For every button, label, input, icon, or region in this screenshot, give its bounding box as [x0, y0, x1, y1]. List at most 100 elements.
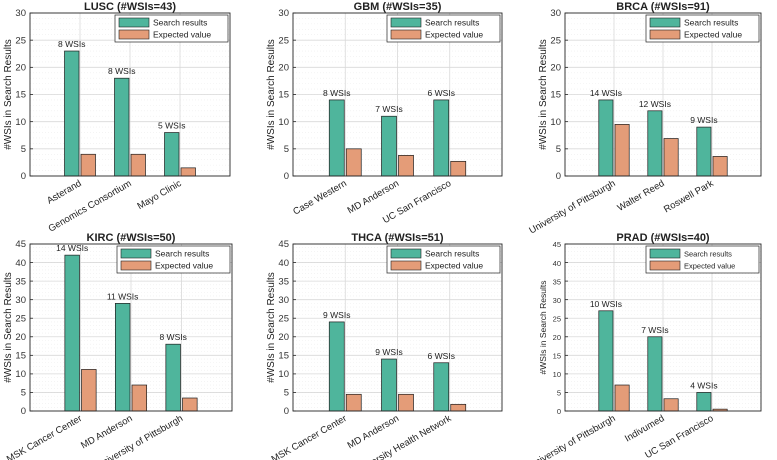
x-category-label: Indivumed: [623, 413, 666, 444]
chart-title: LUSC (#WSIs=43): [84, 1, 176, 13]
chart-title: PRAD (#WSIs=40): [616, 232, 710, 244]
y-tick-label: 35: [553, 277, 561, 286]
legend: Search results Expected value: [645, 245, 760, 274]
bar-search-results-3: [165, 343, 181, 412]
y-tick-label: 5: [21, 144, 26, 155]
legend-label: Search results: [425, 18, 479, 28]
y-tick-label: 45: [553, 240, 561, 249]
legend-label: Expected value: [425, 30, 483, 40]
legend: Search results Expected value: [114, 14, 229, 43]
axes-frame: [564, 12, 762, 177]
axes-frame: [29, 12, 231, 177]
y-tick-label: 25: [15, 35, 26, 46]
y-tick-label: 10: [278, 117, 289, 128]
y-tick-label: 25: [278, 35, 289, 46]
y-tick-label: 45: [278, 239, 289, 250]
bar-search-results-3: [433, 362, 450, 412]
y-tick-label: 30: [278, 295, 289, 306]
bar-expected-value-1: [81, 369, 97, 412]
axes-frame: [292, 243, 503, 412]
data-label: 9 WSIs: [323, 310, 350, 320]
y-tick-label: 20: [15, 332, 26, 343]
y-tick-label: 0: [284, 171, 289, 182]
y-axis-label: #WSIs in Search Results: [538, 39, 549, 150]
y-tick-label: 30: [278, 8, 289, 19]
legend: Search results Expected value: [116, 245, 231, 274]
bar-search-results-1: [64, 50, 80, 177]
y-tick-label: 45: [15, 239, 26, 250]
y-tick-label: 0: [21, 171, 26, 182]
legend-swatch: [118, 29, 150, 40]
bar-expected-value-2: [131, 384, 147, 412]
y-tick-label: 20: [550, 63, 561, 74]
bar-expected-value-2: [398, 393, 414, 412]
y-tick-label: 15: [550, 90, 561, 101]
y-tick-label: 5: [557, 389, 561, 398]
chart-panel-4: 0 5 10 15 20 25 30 35 40 45 14 WSIs MSK Cancer Cent…: [3, 232, 233, 460]
bar-expected-value-3: [182, 397, 198, 412]
bar-expected-value-2: [663, 138, 679, 177]
bar-search-results-3: [696, 392, 712, 412]
bar-search-results-2: [114, 77, 130, 177]
bar-search-results-1: [328, 99, 345, 177]
legend-label: Search results: [684, 250, 732, 259]
y-tick-label: 15: [278, 351, 289, 362]
y-tick-label: 0: [284, 406, 289, 417]
legend-label: Search results: [425, 249, 479, 259]
x-category-label: MSK Cancer Center: [5, 413, 84, 460]
x-category-label: Asterand: [45, 178, 83, 207]
legend-swatch: [118, 17, 150, 28]
y-tick-label: 10: [278, 369, 289, 380]
x-category-label: Genomics Consortium: [47, 178, 134, 235]
x-category-label: Roswell Park: [662, 178, 716, 215]
x-category-label: MSK Cancer Center: [270, 413, 349, 460]
bar-search-results-1: [64, 254, 80, 412]
bar-expected-value-3: [712, 156, 728, 177]
chart-panel-1: 0 5 10 15 20 25 30 8 WSIs Asterand 8 WSIs Genomics…: [3, 1, 231, 235]
bar-expected-value-2: [130, 153, 146, 177]
legend-label: Expected value: [155, 261, 213, 271]
data-label: 7 WSIs: [375, 104, 402, 114]
y-tick-label: 30: [553, 296, 561, 305]
axes-frame: [29, 243, 233, 412]
legend-swatch: [390, 29, 422, 40]
bar-expected-value-2: [398, 155, 414, 177]
y-tick-label: 40: [15, 258, 26, 269]
y-tick-label: 0: [21, 406, 26, 417]
axes-frame: [564, 243, 762, 412]
data-label: 8 WSIs: [108, 66, 135, 76]
y-tick-label: 15: [15, 351, 26, 362]
chart-panel-6: 0 5 10 15 20 25 30 35 40 45 10 WSIs University of P…: [527, 232, 762, 460]
y-axis-label: #WSIs in Search Results: [538, 280, 548, 374]
legend-swatch: [390, 17, 422, 28]
legend-label: Expected value: [425, 261, 483, 271]
bar-search-results-1: [598, 310, 614, 412]
legend: Search results Expected value: [386, 245, 501, 274]
bar-search-results-2: [115, 303, 131, 412]
y-tick-label: 5: [21, 388, 26, 399]
axes-frame: [292, 12, 503, 177]
bar-expected-value-3: [450, 403, 467, 412]
legend-label: Expected value: [684, 262, 735, 271]
y-tick-label: 0: [557, 407, 561, 416]
legend-label: Search results: [684, 18, 738, 28]
bar-search-results-2: [381, 115, 397, 177]
bar-search-results-2: [647, 336, 663, 412]
y-tick-label: 0: [556, 171, 561, 182]
bar-search-results-3: [164, 132, 180, 177]
chart-panel-5: 0 5 10 15 20 25 30 35 40 45 9 WSIs MSK Cancer Cente…: [266, 232, 503, 460]
y-axis-label: #WSIs in Search Results: [266, 39, 277, 150]
data-label: 10 WSIs: [590, 299, 622, 309]
bar-search-results-1: [328, 321, 345, 412]
data-label: 8 WSIs: [323, 88, 350, 98]
y-tick-label: 35: [15, 276, 26, 287]
x-category-label: Case Western: [291, 178, 348, 218]
legend-swatch: [649, 29, 681, 40]
bar-expected-value-3: [450, 160, 467, 177]
data-label: 12 WSIs: [639, 99, 671, 109]
y-tick-label: 40: [553, 259, 561, 268]
x-category-label: University of Pittsburgh: [527, 413, 617, 460]
y-tick-label: 5: [284, 144, 289, 155]
